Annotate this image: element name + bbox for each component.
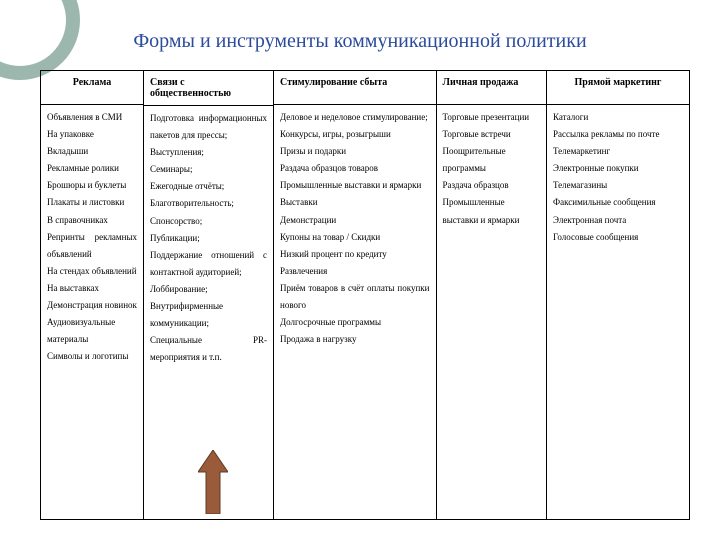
column-header: Реклама <box>41 71 143 105</box>
table-cell: Демонстрация новинок <box>47 297 137 314</box>
table-column: Связи с общественностью Подготовка информ… <box>144 71 274 519</box>
table-cell: Торговые встречи <box>443 126 541 143</box>
table-cell: Демонстрации <box>280 212 430 229</box>
table-cell: Рекламные ролики <box>47 160 137 177</box>
table-cell: Факсимильные сообщения <box>553 194 683 211</box>
table-cell: Долгосрочные программы <box>280 314 430 331</box>
table-cell: На выставках <box>47 280 137 297</box>
table-cell: Поощрительные программы <box>443 143 541 177</box>
table-cell: Спонсорство; <box>150 213 267 230</box>
table-cell: Символы и логотипы <box>47 348 137 365</box>
table-cell: Развлечения <box>280 263 430 280</box>
table-cell: Электронные покупки <box>553 160 683 177</box>
column-header: Связи с общественностью <box>144 71 273 106</box>
table-cell: Раздача образцов <box>443 177 541 194</box>
table-cell: Продажа в нагрузку <box>280 331 430 348</box>
table-cell: Специальные PR-мероприятия и т.п. <box>150 332 267 366</box>
table-cell: Внутрифирменные коммуникации; <box>150 298 267 332</box>
table-cell: Промышленные выставки и ярмарки <box>280 177 430 194</box>
table-column: Прямой маркетинг КаталогиРассылка рекламы… <box>547 71 690 519</box>
table-column: Стимулирование сбыта Деловое и неделовое … <box>274 71 437 519</box>
table-cell: Плакаты и листовки <box>47 194 137 211</box>
table-cell: Ежегодные отчёты; <box>150 178 267 195</box>
table-cell: Репринты рекламных объявлений <box>47 229 137 263</box>
table-cell: Купоны на товар / Скидки <box>280 229 430 246</box>
table-cell: Голосовые сообщения <box>553 229 683 246</box>
table-cell: Аудиовизуальные материалы <box>47 314 137 348</box>
table-cell: Подготовка информационных пакетов для пр… <box>150 110 267 144</box>
table-cell: Выставки <box>280 194 430 211</box>
column-header: Стимулирование сбыта <box>274 71 436 105</box>
table-cell: Телемаркетинг <box>553 143 683 160</box>
table-cell: Призы и подарки <box>280 143 430 160</box>
table-cell: Низкий процент по кредиту <box>280 246 430 263</box>
table-column: Реклама Объявления в СМИНа упаковкеВклады… <box>40 71 144 519</box>
table-cell: Деловое и неделовое стимулирование; <box>280 109 430 126</box>
table-cell: Приём товаров в счёт оплаты покупки ново… <box>280 280 430 314</box>
table-cell: Поддержание отношений с контактной аудит… <box>150 247 267 281</box>
table-cell: Раздача образцов товаров <box>280 160 430 177</box>
table-cell: На упаковке <box>47 126 137 143</box>
table-column: Личная продажа Торговые презентацииТоргов… <box>437 71 548 519</box>
column-header: Личная продажа <box>437 71 547 105</box>
table-cell: В справочниках <box>47 212 137 229</box>
table-cell: Лоббирование; <box>150 281 267 298</box>
table-cell: Конкурсы, игры, розыгрыши <box>280 126 430 143</box>
table-cell: Вкладыши <box>47 143 137 160</box>
table-cell: Промышленные выставки и ярмарки <box>443 194 541 228</box>
table-cell: Торговые презентации <box>443 109 541 126</box>
table-cell: Благотворительность; <box>150 195 267 212</box>
column-header: Прямой маркетинг <box>547 71 689 105</box>
content-table: Реклама Объявления в СМИНа упаковкеВклады… <box>40 70 690 520</box>
table-cell: Публикации; <box>150 230 267 247</box>
table-cell: На стендах объявлений <box>47 263 137 280</box>
table-cell: Брошюры и буклеты <box>47 177 137 194</box>
table-cell: Телемагазины <box>553 177 683 194</box>
table-cell: Выступления; <box>150 144 267 161</box>
table-cell: Электронная почта <box>553 212 683 229</box>
table-cell: Семинары; <box>150 161 267 178</box>
table-cell: Рассылка рекламы по почте <box>553 126 683 143</box>
table-cell: Каталоги <box>553 109 683 126</box>
table-cell: Объявления в СМИ <box>47 109 137 126</box>
page-title: Формы и инструменты коммуникационной пол… <box>0 30 720 53</box>
